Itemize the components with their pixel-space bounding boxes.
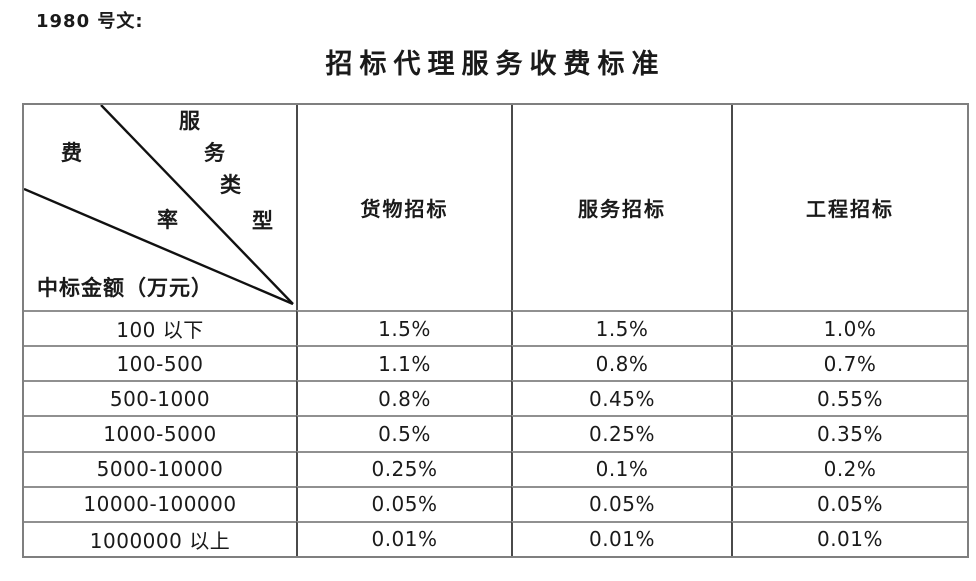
goods-rate-cell: 0.8% [296,380,511,416]
engineering-rate-cell: 0.55% [731,380,967,416]
engineering-rate-cell: 0.35% [731,415,967,451]
amount-cell: 100 以下 [24,310,296,345]
goods-rate-cell: 0.01% [296,520,511,556]
column-header-goods: 货物招标 [296,105,511,310]
service-rate-cell: 0.25% [511,415,731,451]
service-rate-cell: 0.05% [511,485,731,521]
column-header-engineering: 工程招标 [731,105,967,310]
fee-char: 费 [61,140,82,165]
service-type-char-1: 服 [179,108,200,133]
goods-rate-cell: 1.5% [296,310,511,346]
service-type-char-3: 类 [220,172,241,197]
service-rate-cell: 0.45% [511,380,731,416]
diagonal-line-type [100,105,294,305]
service-rate-cell: 1.5% [511,310,731,346]
service-rate-cell: 0.1% [511,450,731,486]
engineering-rate-cell: 0.7% [731,345,967,381]
amount-cell: 500-1000 [24,380,296,415]
rate-char: 率 [157,207,178,232]
goods-rate-cell: 0.25% [296,450,511,486]
amount-axis-label: 中标金额（万元） [37,275,213,300]
amount-cell: 100-500 [24,345,296,380]
amount-cell: 5000-10000 [24,450,296,486]
service-rate-cell: 0.8% [511,345,731,381]
diagonal-header-cell: 服 务 类 型 费 率 中标金额（万元） [24,105,296,310]
amount-cell: 1000-5000 [24,415,296,450]
engineering-rate-cell: 0.01% [731,520,967,556]
goods-rate-cell: 0.05% [296,485,511,521]
service-type-char-4: 型 [252,208,273,233]
engineering-rate-cell: 1.0% [731,310,967,346]
fee-standard-table: 服 务 类 型 费 率 中标金额（万元） 货物招标 服务招标 工程招标 100 … [22,103,969,558]
service-type-char-2: 务 [204,140,225,165]
diagonal-lines [24,105,294,306]
amount-cell: 1000000 以上 [24,520,296,556]
column-header-service: 服务招标 [511,105,731,310]
page-title: 招标代理服务收费标准 [325,49,666,80]
amount-cell: 10000-100000 [24,485,296,521]
engineering-rate-cell: 0.05% [731,485,967,521]
diagonal-line-rate [24,187,294,306]
doc-ref-label: 1980 号文: [36,11,144,32]
service-rate-cell: 0.01% [511,520,731,556]
engineering-rate-cell: 0.2% [731,450,967,486]
goods-rate-cell: 0.5% [296,415,511,451]
goods-rate-cell: 1.1% [296,345,511,381]
